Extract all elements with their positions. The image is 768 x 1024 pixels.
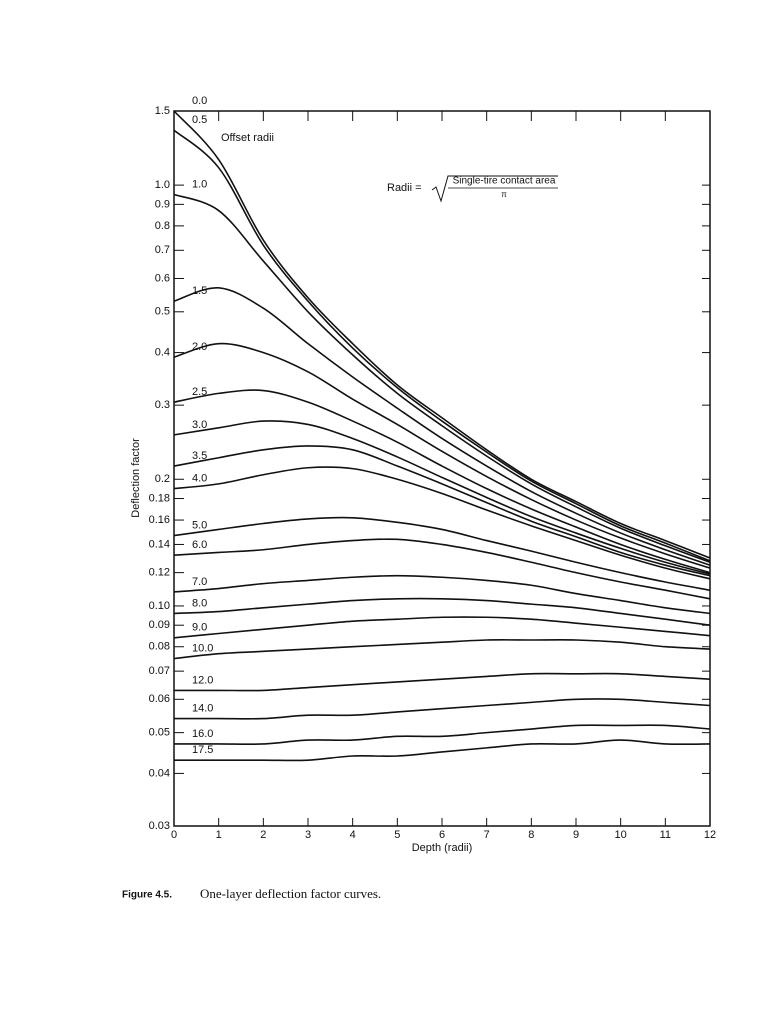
y-tick-label: 0.16	[149, 514, 170, 526]
y-tick-label: 0.08	[149, 641, 170, 653]
curve-label: 12.0	[192, 674, 213, 686]
curve	[173, 616, 711, 639]
curve-label: 14.0	[192, 702, 213, 714]
formula-numerator: Single-tire contact area	[453, 176, 556, 187]
curve	[173, 516, 711, 591]
y-tick-label: 0.2	[155, 473, 170, 485]
curve-label: 3.0	[192, 419, 207, 431]
formula-lhs: Radii =	[387, 182, 422, 194]
x-tick-label: 6	[439, 829, 445, 841]
curve-label: 16.0	[192, 728, 213, 740]
x-tick-label: 9	[573, 829, 579, 841]
x-tick-label: 3	[305, 829, 311, 841]
radical	[431, 175, 558, 203]
curve	[173, 420, 711, 575]
curve-label: 4.0	[192, 473, 207, 485]
y-tick-label: 0.5	[155, 306, 170, 318]
curve-label: 17.5	[192, 744, 213, 756]
curve-label: 10.0	[192, 642, 213, 654]
curve-label: 0.5	[192, 114, 207, 126]
y-tick-label: 0.04	[149, 767, 170, 779]
x-axis-label: Depth (radii)	[412, 842, 473, 854]
curve-label: 1.5	[192, 285, 207, 297]
curve-label: 2.0	[192, 341, 207, 353]
y-tick-label: 0.7	[155, 244, 170, 256]
curve-label: 2.5	[192, 386, 207, 398]
curve	[173, 639, 711, 660]
curve	[173, 129, 711, 562]
x-tick-label: 7	[484, 829, 490, 841]
annotation: Offset radii	[221, 132, 274, 144]
y-tick-label: 0.8	[155, 220, 170, 232]
curve-label: 1.0	[192, 178, 207, 190]
y-tick-label: 0.12	[149, 567, 170, 579]
x-tick-label: 8	[528, 829, 534, 841]
curve	[173, 287, 711, 566]
curve-label: 7.0	[192, 576, 207, 588]
curve-label: 9.0	[192, 622, 207, 634]
y-tick-label: 0.10	[149, 600, 170, 612]
x-tick-label: 0	[171, 829, 177, 841]
curve-label: 3.5	[192, 450, 207, 462]
curve	[173, 597, 711, 626]
y-tick-label: 0.4	[155, 346, 170, 358]
curve	[173, 466, 711, 580]
curve	[173, 193, 711, 564]
x-tick-label: 11	[660, 829, 671, 841]
y-tick-label: 0.06	[149, 693, 170, 705]
y-tick-label: 0.03	[149, 820, 170, 832]
curve	[173, 538, 711, 600]
y-tick-label: 0.18	[149, 492, 170, 504]
y-tick-label: 0.9	[155, 198, 170, 210]
curve	[173, 724, 711, 746]
x-tick-label: 4	[350, 829, 356, 841]
y-tick-label: 1.5	[155, 105, 170, 117]
x-tick-label: 2	[260, 829, 266, 841]
curve-label: 6.0	[192, 539, 207, 551]
caption: One-layer deflection factor curves.	[200, 886, 381, 901]
y-tick-label: 0.3	[155, 399, 170, 411]
y-tick-label: 0.09	[149, 619, 170, 631]
curve	[173, 574, 711, 615]
curve	[173, 389, 711, 574]
curve	[174, 698, 711, 720]
curve	[173, 672, 711, 692]
x-tick-label: 10	[615, 829, 627, 841]
curve	[174, 739, 711, 762]
y-tick-label: 0.07	[149, 665, 170, 677]
y-tick-label: 0.14	[149, 538, 170, 550]
curve	[173, 342, 711, 569]
x-tick-label: 1	[216, 829, 222, 841]
caption-label: Figure 4.5.	[122, 890, 172, 901]
y-tick-label: 0.6	[155, 272, 170, 284]
x-tick-label: 5	[394, 829, 400, 841]
y-tick-label: 1.0	[155, 179, 170, 191]
curve-label: 8.0	[192, 597, 207, 609]
curve-label: 0.0	[192, 95, 207, 107]
curve	[173, 445, 711, 577]
formula-denominator: π	[501, 190, 507, 199]
curve-label: 5.0	[192, 519, 207, 531]
x-tick-label: 12	[704, 829, 716, 841]
y-tick-label: 0.05	[149, 727, 170, 739]
curve	[173, 110, 711, 559]
y-axis-label: Deflection factor	[130, 438, 142, 518]
